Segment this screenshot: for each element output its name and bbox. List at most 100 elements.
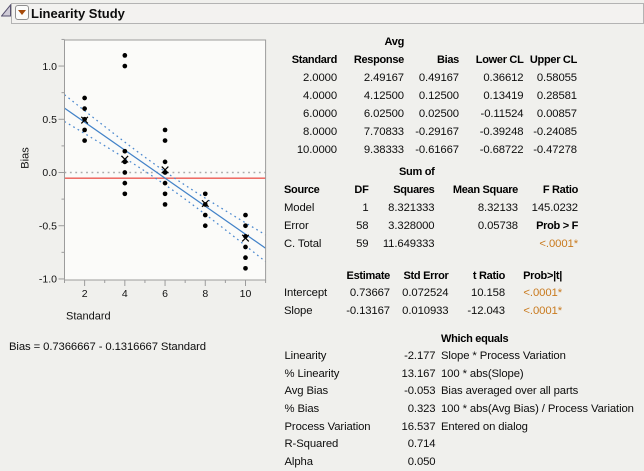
outline-tree-icon[interactable] bbox=[1, 4, 12, 17]
table-cell: % Bias bbox=[284, 402, 320, 415]
table-cell: -0.053 bbox=[404, 385, 436, 398]
report-title: Linearity Study bbox=[31, 6, 125, 21]
table-cell: 0.49167 bbox=[418, 72, 459, 84]
table-cell: 3.328000 bbox=[388, 220, 435, 232]
table-cell: DF bbox=[354, 184, 369, 196]
table-cell: 7.70833 bbox=[363, 126, 404, 138]
mean-marker[interactable] bbox=[80, 116, 89, 124]
table-cell: C. Total bbox=[284, 238, 322, 250]
table-cell: -0.29167 bbox=[415, 126, 459, 138]
table-cell: % Linearity bbox=[284, 367, 340, 380]
table-cell: Estimate bbox=[346, 270, 391, 282]
x-tick-label: 8 bbox=[202, 288, 208, 300]
table-cell: <.0001* bbox=[523, 304, 562, 317]
table-cell: 58 bbox=[356, 220, 369, 232]
data-point[interactable] bbox=[162, 159, 168, 165]
data-point[interactable] bbox=[243, 244, 248, 250]
data-point[interactable] bbox=[202, 223, 208, 229]
mean-marker[interactable] bbox=[121, 155, 129, 163]
table-cell: -0.13167 bbox=[346, 304, 390, 317]
table-cell: 10.0000 bbox=[296, 144, 337, 156]
data-point[interactable] bbox=[82, 116, 87, 122]
data-point[interactable] bbox=[82, 127, 87, 133]
table-cell: 2.0000 bbox=[303, 72, 337, 84]
data-point[interactable] bbox=[162, 191, 168, 197]
table-cell: 0.02500 bbox=[418, 108, 459, 120]
data-point[interactable] bbox=[82, 138, 87, 143]
data-point[interactable] bbox=[162, 180, 168, 186]
data-point[interactable] bbox=[243, 255, 248, 261]
y-axis-title: Bias bbox=[20, 147, 32, 169]
table-cell: -0.24085 bbox=[533, 126, 577, 138]
data-point[interactable] bbox=[82, 106, 87, 111]
table-cell: 0.00857 bbox=[536, 108, 577, 120]
x-tick-label: 6 bbox=[162, 288, 168, 300]
data-point[interactable] bbox=[162, 138, 168, 143]
data-point[interactable] bbox=[243, 212, 248, 218]
table-cell: 6.0000 bbox=[303, 108, 337, 120]
table-cell: -0.61667 bbox=[415, 144, 459, 156]
data-point[interactable] bbox=[243, 223, 248, 229]
table-cell: 0.12500 bbox=[418, 90, 459, 102]
table-cell: 4.0000 bbox=[303, 90, 337, 102]
data-point[interactable] bbox=[122, 63, 128, 69]
data-point[interactable] bbox=[243, 265, 248, 271]
x-axis-title: Standard bbox=[66, 311, 111, 323]
table-cell: 8.0000 bbox=[303, 126, 337, 138]
y-tick-label: 0.0 bbox=[42, 167, 57, 179]
data-point[interactable] bbox=[162, 127, 168, 133]
data-point[interactable] bbox=[82, 95, 87, 101]
disclosure-triangle-down-icon bbox=[18, 10, 26, 15]
data-point[interactable] bbox=[202, 202, 208, 207]
y-tick-label: 0.5 bbox=[42, 114, 57, 126]
table-cell: 16.537 bbox=[401, 420, 436, 433]
table-cell: Entered on dialog bbox=[441, 420, 528, 433]
data-point[interactable] bbox=[122, 191, 128, 197]
table-cell: Bias bbox=[436, 54, 459, 66]
table-cell: Intercept bbox=[284, 287, 328, 300]
table-cell: Slope * Process Variation bbox=[441, 350, 566, 363]
table-cell: 0.73667 bbox=[349, 287, 390, 300]
table-cell: 10.158 bbox=[471, 287, 505, 300]
fit-line bbox=[64, 107, 266, 249]
data-point[interactable] bbox=[162, 202, 168, 207]
table-cell: Lower CL bbox=[475, 54, 524, 66]
table-cell: 13.167 bbox=[401, 367, 436, 380]
mean-marker[interactable] bbox=[241, 234, 250, 242]
table-cell: Sum of bbox=[399, 166, 435, 178]
table-cell: <.0001* bbox=[523, 287, 562, 300]
mean-marker[interactable] bbox=[201, 199, 209, 208]
table-cell: 11.649333 bbox=[382, 238, 435, 250]
table-cell: 4.12500 bbox=[363, 90, 404, 102]
data-point[interactable] bbox=[202, 191, 208, 197]
table-cell: 1 bbox=[362, 202, 369, 214]
y-tick-label: 1.0 bbox=[42, 61, 57, 73]
table-cell: -0.39248 bbox=[479, 126, 524, 138]
table-cell: Upper CL bbox=[529, 54, 577, 66]
table-cell: Slope bbox=[284, 304, 313, 317]
mean-marker[interactable] bbox=[161, 166, 169, 174]
data-point[interactable] bbox=[122, 180, 128, 186]
table-cell: F Ratio bbox=[542, 184, 578, 196]
table-cell: 0.05738 bbox=[477, 220, 518, 232]
x-tick-label: 10 bbox=[240, 288, 252, 300]
table-cell: R-Squared bbox=[284, 438, 339, 451]
table-cell: -12.043 bbox=[467, 304, 505, 317]
table-cell: 0.36612 bbox=[483, 72, 524, 84]
table-cell: 2.49167 bbox=[363, 72, 404, 84]
data-point[interactable] bbox=[122, 170, 128, 175]
table-cell: 8.32133 bbox=[477, 202, 518, 214]
table-cell: Avg bbox=[384, 36, 405, 48]
data-point[interactable] bbox=[122, 148, 128, 154]
table-cell: Bias averaged over all parts bbox=[441, 385, 579, 398]
data-point[interactable] bbox=[202, 212, 208, 218]
data-point[interactable] bbox=[122, 53, 128, 58]
table-cell: 0.28581 bbox=[536, 90, 577, 102]
table-cell: 59 bbox=[356, 238, 369, 250]
disclosure-button[interactable] bbox=[15, 5, 29, 20]
bias-vs-standard-plot[interactable]: 2 4 6 8 10 -1.0 -0.5 0.0 0.5 1.0 Standard Bias bbox=[0, 28, 290, 333]
table-cell: Std Error bbox=[403, 270, 449, 282]
